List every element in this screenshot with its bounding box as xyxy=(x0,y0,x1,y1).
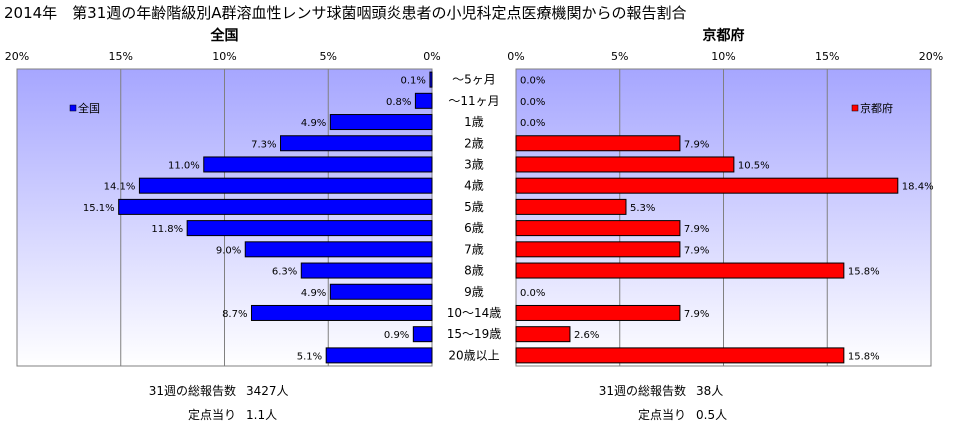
national-data-label: 0.1% xyxy=(401,76,426,87)
category-label: 1歳 xyxy=(464,115,484,129)
kyoto-footer-label: 定点当り xyxy=(638,407,686,422)
national-bar xyxy=(244,241,433,258)
kyoto-legend-label: 京都府 xyxy=(860,101,893,115)
category-label: 20歳以上 xyxy=(448,348,499,362)
kyoto-panel-title: 京都府 xyxy=(703,27,745,44)
national-footer-value: 3427人 xyxy=(246,384,289,398)
kyoto-data-label: 0.0% xyxy=(520,288,545,299)
kyoto-tick-label: 5% xyxy=(611,50,628,63)
kyoto-data-label: 0.0% xyxy=(520,118,545,129)
national-legend-swatch xyxy=(69,104,77,112)
national-bar xyxy=(412,326,433,343)
national-data-label: 11.8% xyxy=(151,224,183,235)
national-bar xyxy=(186,220,433,237)
category-label: ～5ヶ月 xyxy=(452,73,496,87)
national-data-label: 4.9% xyxy=(301,118,326,129)
national-bar xyxy=(300,262,433,279)
national-data-label: 4.9% xyxy=(301,288,326,299)
category-label: 5歳 xyxy=(464,200,484,214)
national-tick-label: 0% xyxy=(423,50,440,63)
national-data-label: 15.1% xyxy=(83,203,115,214)
national-data-label: 0.9% xyxy=(384,330,409,341)
national-data-label: 5.1% xyxy=(297,351,322,362)
kyoto-bar xyxy=(515,177,899,194)
national-data-label: 6.3% xyxy=(272,267,297,278)
kyoto-data-label: 5.3% xyxy=(630,203,655,214)
national-footer-label: 31週の総報告数 xyxy=(149,383,236,398)
national-tick-label: 5% xyxy=(320,50,337,63)
kyoto-bar xyxy=(515,347,845,364)
national-bar xyxy=(203,156,433,173)
kyoto-bar xyxy=(515,156,735,173)
kyoto-tick-label: 20% xyxy=(919,50,943,63)
national-bar xyxy=(329,283,433,300)
national-plot-border xyxy=(16,68,433,367)
kyoto-tick-label: 10% xyxy=(711,50,735,63)
national-bar xyxy=(414,92,433,109)
kyoto-bar xyxy=(515,135,681,152)
kyoto-data-label: 7.9% xyxy=(684,139,709,150)
kyoto-footer-label: 31週の総報告数 xyxy=(599,383,686,398)
category-label: 8歳 xyxy=(464,264,484,278)
national-footer-value: 1.1人 xyxy=(246,408,277,422)
category-label: 15～19歳 xyxy=(447,327,502,341)
kyoto-data-label: 0.0% xyxy=(520,97,545,108)
kyoto-tick-label: 15% xyxy=(815,50,839,63)
national-data-label: 11.0% xyxy=(168,160,200,171)
national-bar xyxy=(280,135,433,152)
national-panel-title: 全国 xyxy=(210,27,239,44)
kyoto-data-label: 7.9% xyxy=(684,309,709,320)
kyoto-data-label: 0.0% xyxy=(520,76,545,87)
kyoto-legend-swatch xyxy=(851,104,859,112)
national-data-label: 0.8% xyxy=(386,97,411,108)
category-label: 6歳 xyxy=(464,221,484,235)
national-footer-label: 定点当り xyxy=(188,407,236,422)
national-data-label: 9.0% xyxy=(216,245,241,256)
kyoto-bar xyxy=(515,241,681,258)
national-tick-label: 15% xyxy=(109,50,133,63)
national-bar xyxy=(250,304,433,321)
national-bar xyxy=(429,71,433,88)
national-data-label: 8.7% xyxy=(222,309,247,320)
national-bar xyxy=(325,347,433,364)
kyoto-data-label: 7.9% xyxy=(684,245,709,256)
kyoto-data-label: 18.4% xyxy=(902,182,934,193)
category-label: 3歳 xyxy=(464,157,484,171)
kyoto-plot-border xyxy=(515,68,932,367)
chart-title: 2014年 第31週の年齢階級別A群溶血性レンサ球菌咽頭炎患者の小児科定点医療機… xyxy=(4,4,687,22)
category-label: 2歳 xyxy=(464,136,484,150)
kyoto-data-label: 2.6% xyxy=(574,330,599,341)
national-data-label: 7.3% xyxy=(251,139,276,150)
national-tick-label: 20% xyxy=(5,50,29,63)
kyoto-bar xyxy=(515,326,571,343)
national-bar xyxy=(329,114,433,131)
kyoto-bar xyxy=(515,262,845,279)
kyoto-footer-value: 38人 xyxy=(696,384,723,398)
category-label: 10～14歳 xyxy=(447,306,502,320)
kyoto-data-label: 15.8% xyxy=(848,351,880,362)
national-tick-label: 10% xyxy=(212,50,236,63)
kyoto-bar xyxy=(515,220,681,237)
category-label: 7歳 xyxy=(464,242,484,256)
national-bar xyxy=(138,177,433,194)
national-bar xyxy=(118,198,433,215)
category-label: ～11ヶ月 xyxy=(448,94,499,108)
category-label: 4歳 xyxy=(464,179,484,193)
kyoto-tick-label: 0% xyxy=(507,50,524,63)
kyoto-footer-value: 0.5人 xyxy=(696,408,727,422)
national-data-label: 14.1% xyxy=(104,182,136,193)
kyoto-data-label: 15.8% xyxy=(848,267,880,278)
kyoto-bar xyxy=(515,198,627,215)
category-label: 9歳 xyxy=(464,285,484,299)
kyoto-data-label: 10.5% xyxy=(738,160,770,171)
national-legend-label: 全国 xyxy=(78,101,100,115)
kyoto-data-label: 7.9% xyxy=(684,224,709,235)
kyoto-bar xyxy=(515,304,681,321)
